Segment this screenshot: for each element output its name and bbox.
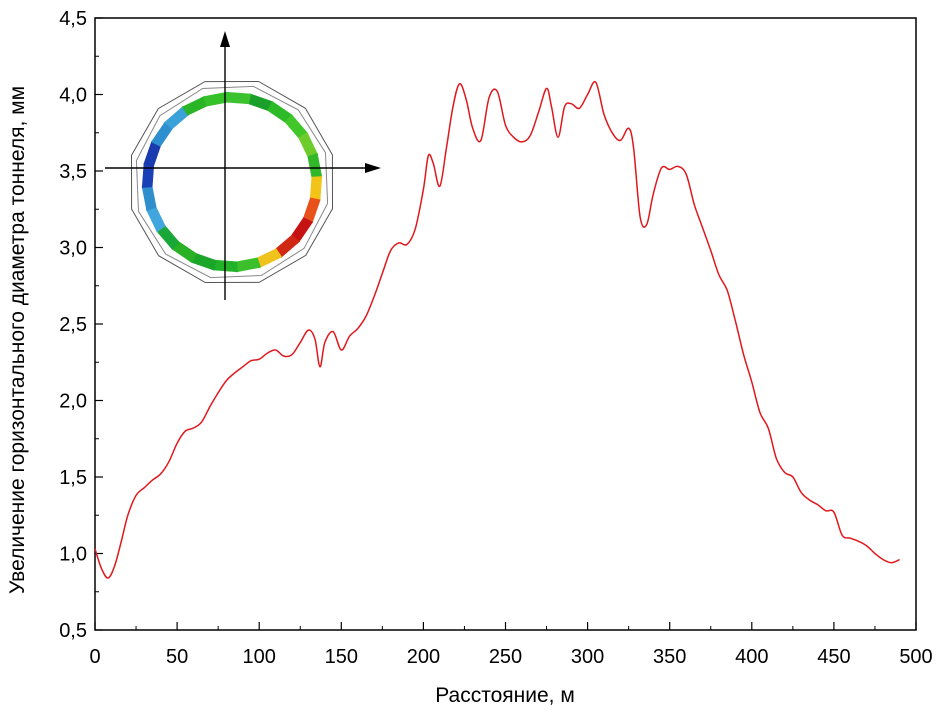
ring-segment — [141, 162, 155, 188]
deformation-contour-outer — [130, 80, 334, 284]
x-tick-label: 250 — [489, 646, 522, 668]
ring-segment — [141, 185, 157, 211]
tunnel-cross-section-inset — [105, 31, 381, 300]
tunnel-lining-ring — [141, 91, 323, 273]
x-tick-label: 500 — [899, 646, 932, 668]
y-tick-label: 3,5 — [59, 161, 87, 183]
x-axis-title: Расстояние, м — [435, 684, 575, 707]
y-tick-label: 4,0 — [59, 85, 87, 107]
y-tick-label: 4,5 — [59, 8, 87, 30]
ring-segment — [307, 153, 323, 179]
y-tick-label: 1,0 — [59, 544, 87, 566]
inset-horizontal-arrowhead — [365, 163, 381, 173]
y-tick-label: 2,5 — [59, 314, 87, 336]
x-tick-label: 450 — [817, 646, 850, 668]
y-tick-label: 1,5 — [59, 467, 87, 489]
y-axis: 0,5 1,0 1,5 2,0 2,5 3,0 3,5 4,0 4,5 — [59, 8, 103, 642]
y-tick-label: 0,5 — [59, 620, 87, 642]
x-tick-label: 350 — [653, 646, 686, 668]
ring-segment — [203, 91, 229, 107]
x-tick-label: 400 — [735, 646, 768, 668]
y-tick-label: 3,0 — [59, 238, 87, 260]
deformation-contour-middle — [135, 85, 329, 279]
series-line — [94, 80, 900, 579]
y-axis-title: Увеличение горизонтального диаметра тонн… — [6, 86, 29, 594]
x-tick-label: 200 — [407, 646, 440, 668]
ring-segment — [309, 176, 323, 202]
y-tick-label: 2,0 — [59, 391, 87, 413]
x-tick-label: 100 — [243, 646, 276, 668]
plot-frame — [94, 17, 917, 631]
x-tick-label: 300 — [571, 646, 604, 668]
x-tick-label: 150 — [325, 646, 358, 668]
ring-segment — [235, 257, 261, 273]
inset-vertical-arrowhead — [220, 31, 230, 47]
x-tick-label: 50 — [166, 646, 188, 668]
x-tick-label: 0 — [89, 646, 100, 668]
ring-segment — [226, 91, 252, 105]
x-axis: 0 50 100 150 200 250 300 350 400 450 500 — [89, 622, 933, 668]
